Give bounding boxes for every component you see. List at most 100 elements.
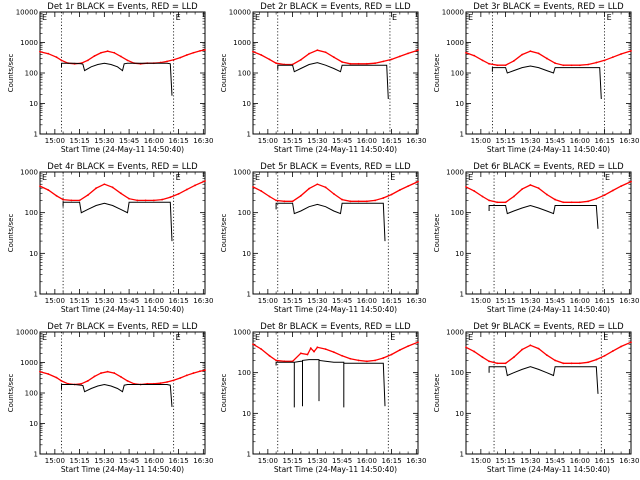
lld-point [611, 350, 614, 352]
lld-point [172, 379, 175, 382]
lld-point [341, 354, 343, 357]
y-tick-label: 100 [451, 209, 464, 217]
plot-frame [39, 331, 206, 455]
lld-point [55, 376, 58, 379]
lld-point [545, 57, 548, 60]
y-tick-label: 10 [455, 100, 464, 108]
y-tick-label: 100 [238, 70, 251, 78]
lld-point [473, 54, 476, 57]
lld-point [341, 198, 343, 201]
x-tick-label: 16:00 [570, 137, 590, 145]
lld-point [204, 369, 206, 372]
plot-frame [465, 331, 632, 455]
lld-point [119, 55, 122, 58]
x-tick-label: 16:30 [619, 457, 639, 465]
corner-mark-left: E [255, 173, 260, 182]
x-tick-label: 15:30 [520, 137, 540, 145]
lld-point [275, 62, 277, 65]
x-tick-label: 16:15 [382, 457, 402, 465]
lld-point [473, 190, 476, 192]
corner-mark-left: E [255, 333, 260, 342]
events-series-line [491, 65, 602, 100]
lld-point [382, 197, 385, 199]
lld-point [308, 52, 310, 55]
x-tick-label: 15:15 [283, 457, 303, 465]
y-tick-label: 10000 [442, 9, 464, 17]
events-series-line [488, 366, 599, 394]
x-tick-label: 16:00 [144, 137, 164, 145]
lld-point [603, 194, 606, 197]
x-axis-label: Start Time (24-May-11 14:50:40) [61, 305, 184, 314]
x-tick-label: 15:00 [471, 457, 491, 465]
chart-title: Det 7r BLACK = Events, RED = LLD [47, 322, 198, 332]
lld-point [537, 52, 540, 55]
lld-point [595, 61, 598, 64]
chart-panel-det-8: Det 8r BLACK = Events, RED = LLD 1 10 100 10… [220, 322, 426, 474]
x-tick-label: 15:30 [307, 297, 327, 305]
corner-mark-right: E [176, 173, 181, 182]
lld-point [119, 375, 122, 378]
x-tick-label: 15:15 [283, 137, 303, 145]
y-axis-label: Counts/sec [433, 54, 441, 93]
y-tick-label: 1 [460, 451, 464, 459]
lld-point [144, 199, 147, 202]
y-axis-label: Counts/sec [220, 54, 228, 93]
y-tick-label: 1 [247, 291, 251, 299]
lld-point [374, 199, 376, 202]
y-tick-label: 1000 [233, 39, 251, 47]
x-tick-label: 15:00 [45, 297, 65, 305]
lld-point [562, 64, 565, 67]
x-tick-label: 15:45 [119, 457, 139, 465]
lld-series-line [465, 50, 632, 66]
lld-point [275, 199, 277, 202]
lld-point [554, 359, 556, 362]
lld-point [172, 58, 175, 61]
events-series-line [275, 359, 386, 408]
lld-point [382, 357, 385, 359]
lld-point [504, 64, 507, 67]
x-tick-label: 16:00 [357, 297, 377, 305]
lld-point [529, 50, 532, 53]
lld-point [199, 50, 201, 52]
lld-point [407, 52, 409, 55]
lld-point [309, 347, 312, 350]
lld-point [488, 199, 490, 202]
lld-point [291, 200, 294, 203]
x-tick-label: 16:15 [595, 297, 615, 305]
x-axis-label: Start Time (24-May-11 14:50:40) [487, 305, 610, 314]
x-tick-label: 15:30 [520, 297, 540, 305]
lld-point [570, 362, 573, 365]
x-tick-label: 16:30 [406, 457, 426, 465]
lld-point [93, 55, 96, 57]
y-tick-label: 100 [25, 390, 38, 398]
lld-point [365, 360, 368, 363]
y-tick-label: 1 [460, 131, 464, 139]
y-tick-label: 100 [25, 209, 38, 217]
x-tick-label: 15:45 [119, 137, 139, 145]
x-tick-label: 15:30 [94, 457, 114, 465]
x-tick-label: 15:45 [545, 457, 565, 465]
lld-point [313, 350, 315, 353]
lld-point [299, 352, 302, 355]
x-tick-label: 15:30 [307, 457, 327, 465]
y-tick-label: 100 [451, 70, 464, 78]
lld-series-line [39, 180, 206, 202]
x-tick-label: 15:30 [94, 137, 114, 145]
y-tick-label: 1 [460, 291, 464, 299]
lld-point [268, 58, 271, 61]
y-axis-label: Counts/sec [7, 214, 15, 253]
lld-point [306, 353, 309, 356]
x-tick-label: 16:15 [595, 457, 615, 465]
lld-point [177, 192, 180, 195]
lld-point [496, 201, 499, 204]
lld-point [106, 370, 109, 373]
x-tick-label: 15:15 [283, 297, 303, 305]
lld-point [465, 51, 467, 54]
lld-point [473, 350, 476, 353]
lld-point [199, 370, 201, 373]
x-tick-label: 15:15 [496, 457, 516, 465]
lld-point [126, 379, 129, 382]
x-tick-label: 15:00 [258, 137, 278, 145]
lld-point [562, 362, 565, 365]
x-tick-label: 15:00 [471, 137, 491, 145]
